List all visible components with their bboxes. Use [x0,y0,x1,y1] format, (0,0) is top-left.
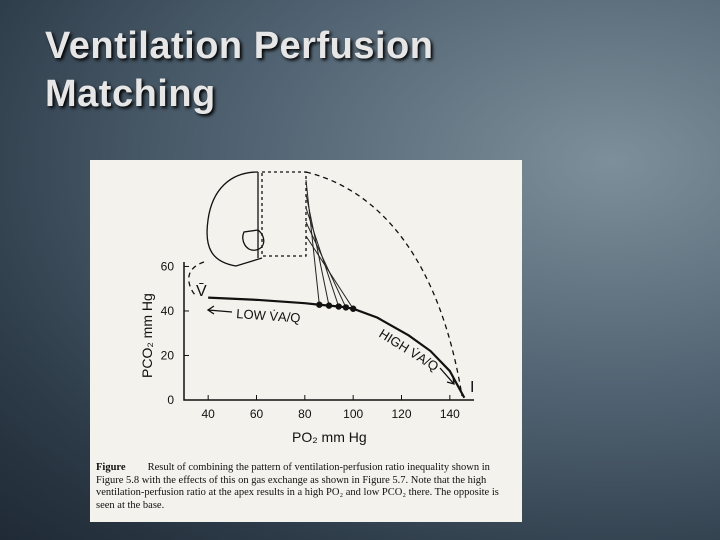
point [325,302,333,309]
figure-caption: Figure Result of combining the pattern of… [96,462,516,512]
y-tick-label: 40 [161,304,175,318]
y-tick-label: 60 [161,259,175,273]
connector [305,179,320,305]
annotation: HIGH V̇A/Q [376,326,441,374]
connector [305,235,354,310]
x-tick-label: 120 [391,407,411,421]
point [335,303,342,310]
connector [305,221,347,308]
x-tick-label: 140 [440,407,460,421]
x-tick-label: 100 [343,407,363,421]
lung-to-curve-lines [305,179,354,310]
x-tick-label: 40 [201,407,215,421]
point [316,301,323,308]
arrow [206,305,233,315]
connector [305,193,330,306]
lung-drawing [188,171,463,397]
annotation: V̄ [196,283,207,300]
axes [183,262,474,401]
caption-text: Result of combining the pattern of venti… [96,462,499,511]
annotation: I [470,379,474,396]
x-tick-label: 60 [250,407,264,421]
y-axis-label: PCO₂ mm Hg [139,293,155,378]
x-axis-label: PO₂ mm Hg [292,429,367,445]
annotation: LOW V̇A/Q [236,306,301,325]
arrow [439,367,455,385]
x-tick-label: 80 [298,407,312,421]
y-tick-label: 20 [161,348,175,362]
point [349,305,357,312]
slide-title: Ventilation Perfusion Matching [45,25,434,115]
caption-label: Figure [96,462,126,473]
point [342,304,350,311]
y-tick-label: 0 [167,393,174,407]
